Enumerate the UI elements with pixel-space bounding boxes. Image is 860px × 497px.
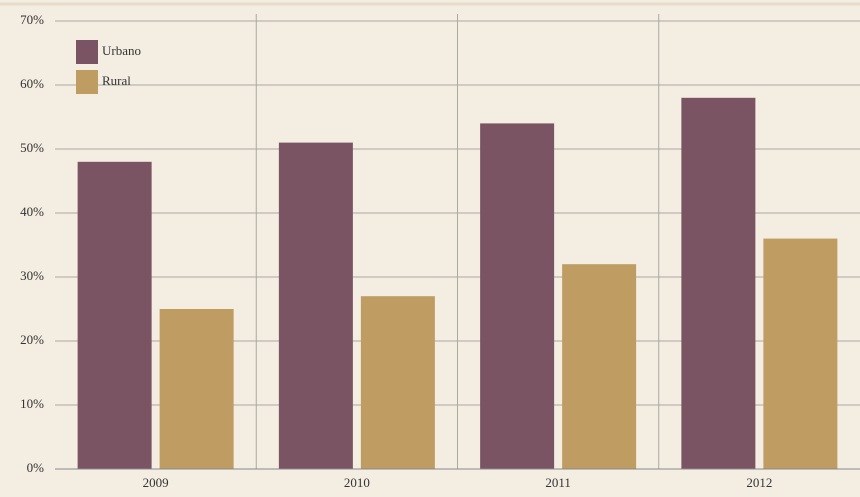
y-tick-label: 20%: [20, 332, 44, 347]
bar: [562, 264, 637, 469]
y-tick-label: 60%: [20, 76, 44, 91]
y-tick-label: 40%: [20, 204, 44, 219]
x-tick-label: 2009: [143, 475, 169, 490]
y-tick-label: 10%: [20, 396, 44, 411]
y-tick-label: 30%: [20, 268, 44, 283]
y-tick-label: 70%: [20, 12, 44, 27]
bar: [763, 238, 838, 469]
bar: [77, 161, 152, 470]
bar: [278, 142, 353, 469]
bar: [681, 97, 756, 470]
legend-label: Urbano: [102, 43, 141, 58]
x-tick-label: 2012: [746, 475, 772, 490]
bar: [159, 309, 234, 469]
y-tick-label: 50%: [20, 140, 44, 155]
legend-swatch: [76, 70, 98, 94]
x-tick-label: 2010: [344, 475, 370, 490]
y-tick-label: 0%: [27, 460, 45, 475]
legend-swatch: [76, 40, 98, 64]
bar: [360, 296, 435, 469]
legend-label: Rural: [102, 73, 131, 88]
bar: [480, 123, 555, 470]
x-tick-label: 2011: [545, 475, 571, 490]
